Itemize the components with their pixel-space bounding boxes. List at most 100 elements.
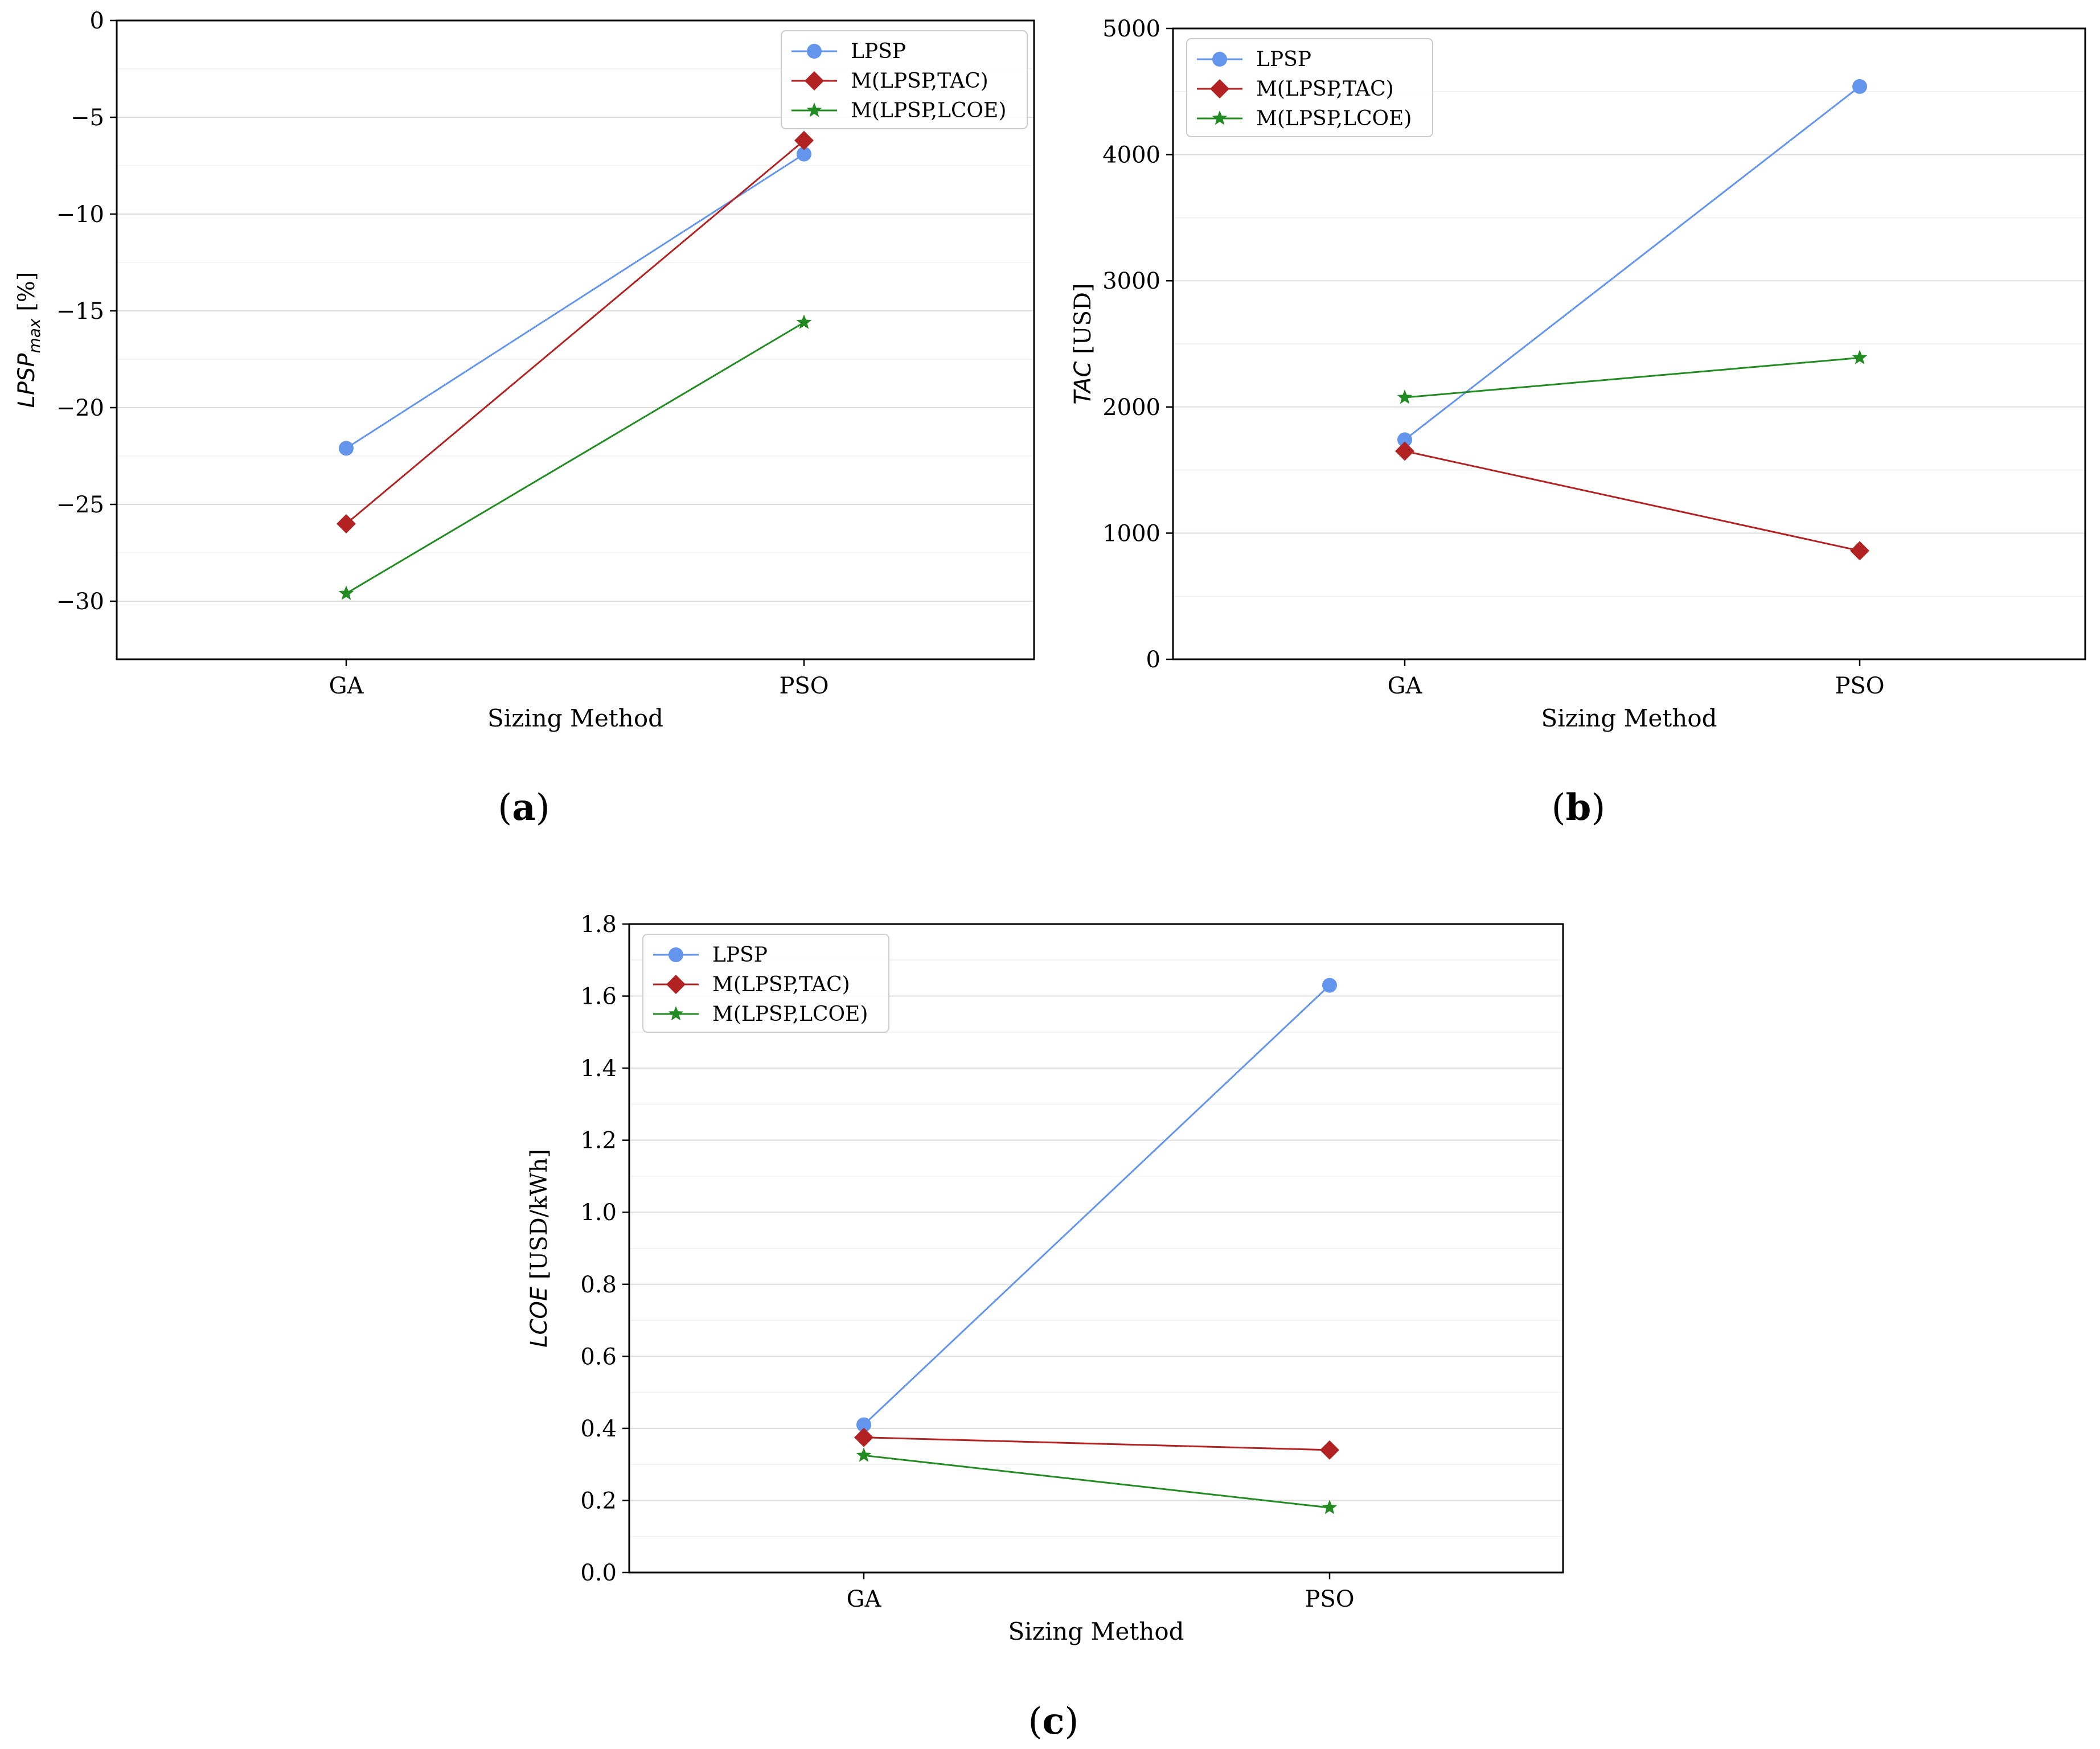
legend-marker	[806, 102, 822, 117]
legend-marker	[805, 71, 824, 91]
x-tick-label: GA	[1388, 673, 1423, 699]
panel-label: (b)	[1552, 786, 1606, 829]
y-tick-label: 4000	[1102, 142, 1160, 169]
y-tick-label: 0.2	[580, 1488, 617, 1514]
chart-panel-c: 0.0 0.2 0.4 0.6 0.8 1.0 1.2 1.4 1.6 1.8 GA PSO Sizin…	[526, 912, 1564, 1743]
x-axis-title: Sizing Method	[1008, 1617, 1184, 1645]
series-line-0	[346, 153, 805, 449]
x-axis-title: Sizing Method	[487, 704, 663, 732]
plot-frame	[628, 923, 1564, 1574]
y-tick-label: 0.8	[580, 1272, 617, 1298]
y-axis-title-symbol: LCOE	[526, 1286, 552, 1348]
data-point-1	[794, 130, 814, 150]
plot-frame	[1172, 27, 2086, 660]
y-tick-label: −30	[56, 589, 104, 615]
panel-label: (a)	[498, 786, 549, 829]
legend-marker	[668, 947, 683, 962]
y-tick-label: −25	[56, 492, 104, 518]
y-tick-label: 5000	[1102, 16, 1160, 42]
legend-marker	[1210, 79, 1229, 98]
panel-label-letter: a	[512, 786, 535, 829]
y-axis-title: LCOE [USD/kWh]	[526, 1149, 552, 1348]
y-tick-label: 0	[1146, 647, 1160, 673]
panel-label-open: (	[498, 787, 512, 829]
x-tick-label: PSO	[1835, 673, 1884, 699]
data-point-1	[1320, 1440, 1339, 1460]
chart-panel-b: 0 1000 2000 3000 4000 5000 GA PSO Sizing Method T…	[1070, 16, 2086, 829]
y-axis-title-unit: [USD/kWh]	[526, 1149, 552, 1287]
data-point-2	[1852, 350, 1868, 364]
data-point-1	[1850, 541, 1869, 561]
x-tick-label: GA	[329, 673, 364, 699]
data-point-0	[797, 146, 811, 162]
chart-panel-a: 0 −5 −10 −15 −20 −25 −30 GA PSO Sizing Method LPSP…	[14, 8, 1035, 829]
y-tick-label: 2000	[1102, 395, 1160, 421]
x-axis-title: Sizing Method	[1541, 704, 1717, 732]
legend-label: LPSP	[712, 943, 768, 967]
data-point-0	[1852, 79, 1867, 94]
data-point-2	[796, 314, 812, 329]
legend: LPSP M(LPSP,TAC) M(LPSP,LCOE)	[781, 30, 1028, 129]
y-axis-title-unit: [%]	[14, 272, 40, 319]
legend-label: M(LPSP,TAC)	[712, 973, 850, 996]
legend-label: LPSP	[1256, 48, 1311, 71]
y-tick-label: 1.6	[580, 984, 617, 1010]
panel-label-letter: b	[1566, 786, 1592, 829]
legend-label: LPSP	[851, 40, 906, 63]
y-tick-label: −15	[56, 298, 104, 325]
data-point-2	[1397, 389, 1413, 404]
legend-label: M(LPSP,TAC)	[851, 69, 989, 93]
y-tick-label: 0.6	[580, 1344, 617, 1370]
series-line-2	[863, 1454, 1330, 1509]
series-line-1	[863, 1436, 1330, 1451]
legend: LPSP M(LPSP,TAC) M(LPSP,LCOE)	[1186, 38, 1433, 137]
panel-label-close: )	[1591, 787, 1605, 829]
y-tick-label: 1.4	[580, 1056, 617, 1082]
panel-label-close: )	[1064, 1701, 1078, 1743]
y-tick-label: −20	[56, 395, 104, 421]
series-line-1	[346, 139, 805, 525]
y-tick-label: −5	[71, 105, 104, 131]
data-point-2	[856, 1447, 872, 1462]
legend-label: M(LPSP,LCOE)	[1256, 107, 1412, 130]
series-line-0	[1404, 85, 1860, 441]
legend-marker	[668, 1006, 684, 1021]
plot-frame	[116, 19, 1035, 660]
x-tick-label: PSO	[1305, 1586, 1354, 1612]
legend-marker	[666, 975, 686, 994]
y-tick-label: −10	[56, 202, 104, 228]
y-tick-label: 3000	[1102, 268, 1160, 294]
series-line-2	[346, 322, 805, 594]
y-tick-label: 1.2	[580, 1128, 617, 1154]
y-tick-label: 0	[90, 8, 104, 34]
panel-label: (c)	[1028, 1700, 1079, 1743]
x-tick-label: PSO	[779, 673, 828, 699]
y-tick-label: 1000	[1102, 520, 1160, 547]
legend-marker	[807, 44, 822, 59]
panel-label-open: (	[1552, 787, 1566, 829]
legend-box	[781, 30, 1028, 129]
data-point-1	[1395, 441, 1414, 461]
y-tick-label: 1.8	[580, 912, 617, 938]
series-line-0	[863, 984, 1331, 1426]
legend: LPSP M(LPSP,TAC) M(LPSP,LCOE)	[642, 934, 889, 1033]
legend-marker	[1212, 52, 1227, 67]
panel-label-close: )	[536, 787, 550, 829]
data-point-0	[1322, 978, 1337, 993]
legend-label: M(LPSP,LCOE)	[851, 99, 1006, 122]
panel-label-open: (	[1028, 1701, 1043, 1743]
data-point-2	[338, 585, 354, 600]
legend-label: M(LPSP,LCOE)	[712, 1003, 868, 1026]
series-line-1	[1404, 450, 1860, 552]
legend-box	[1186, 38, 1433, 137]
y-axis-title: TAC [USD]	[1070, 283, 1096, 404]
data-point-2	[1322, 1500, 1338, 1514]
y-axis-title-unit: [USD]	[1070, 283, 1096, 361]
y-tick-label: 1.0	[580, 1200, 617, 1226]
y-tick-label: 0.4	[580, 1416, 617, 1442]
data-point-0	[339, 441, 354, 456]
data-point-0	[856, 1417, 871, 1432]
data-point-1	[854, 1427, 873, 1447]
panel-label-letter: c	[1043, 1700, 1065, 1743]
